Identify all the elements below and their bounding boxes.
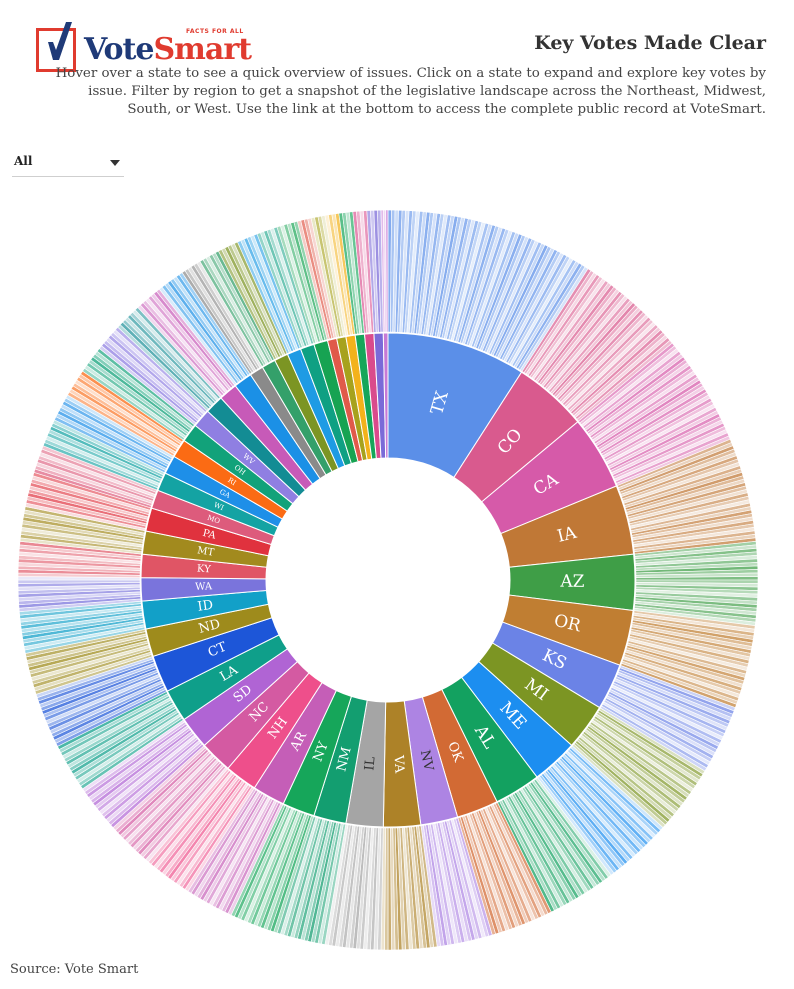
state-label-pa: PA	[201, 528, 217, 542]
logo-wordmark: VoteSmart	[84, 32, 252, 67]
logo-ballot-box	[36, 28, 76, 72]
state-label-mo: MO	[206, 514, 221, 526]
state-label-nd: ND	[197, 617, 222, 637]
page-description: Hover over a state to see a quick overvi…	[55, 66, 766, 117]
state-label-nv: NV	[417, 749, 436, 773]
state-label-va: VA	[390, 754, 406, 774]
state-label-ri: RI	[226, 476, 237, 487]
state-label-mt: MT	[196, 545, 215, 558]
issue-slice[interactable]	[385, 209, 389, 333]
sunburst-center	[266, 458, 510, 702]
page-title: Key Votes Made Clear	[534, 32, 766, 54]
region-filter-dropdown[interactable]: All	[12, 152, 124, 177]
logo-tagline: FACTS FOR ALL	[186, 28, 244, 35]
state-label-ky: KY	[197, 564, 212, 576]
votesmart-logo: VoteSmart FACTS FOR ALL	[36, 22, 268, 76]
state-label-ct: CT	[206, 640, 229, 661]
region-filter-value: All	[14, 154, 33, 168]
checkmark-icon	[48, 22, 72, 60]
state-label-wa: WA	[195, 581, 213, 593]
state-label-ok: OK	[444, 740, 465, 765]
state-label-az: AZ	[559, 572, 584, 592]
state-label-ny: NY	[310, 740, 331, 764]
source-note: Source: Vote Smart	[10, 962, 139, 977]
state-label-il: IL	[362, 756, 378, 771]
chevron-down-icon	[110, 160, 120, 166]
state-label-nm: NM	[334, 746, 354, 774]
state-label-wi: WI	[213, 501, 226, 512]
state-label-id: ID	[197, 598, 215, 615]
